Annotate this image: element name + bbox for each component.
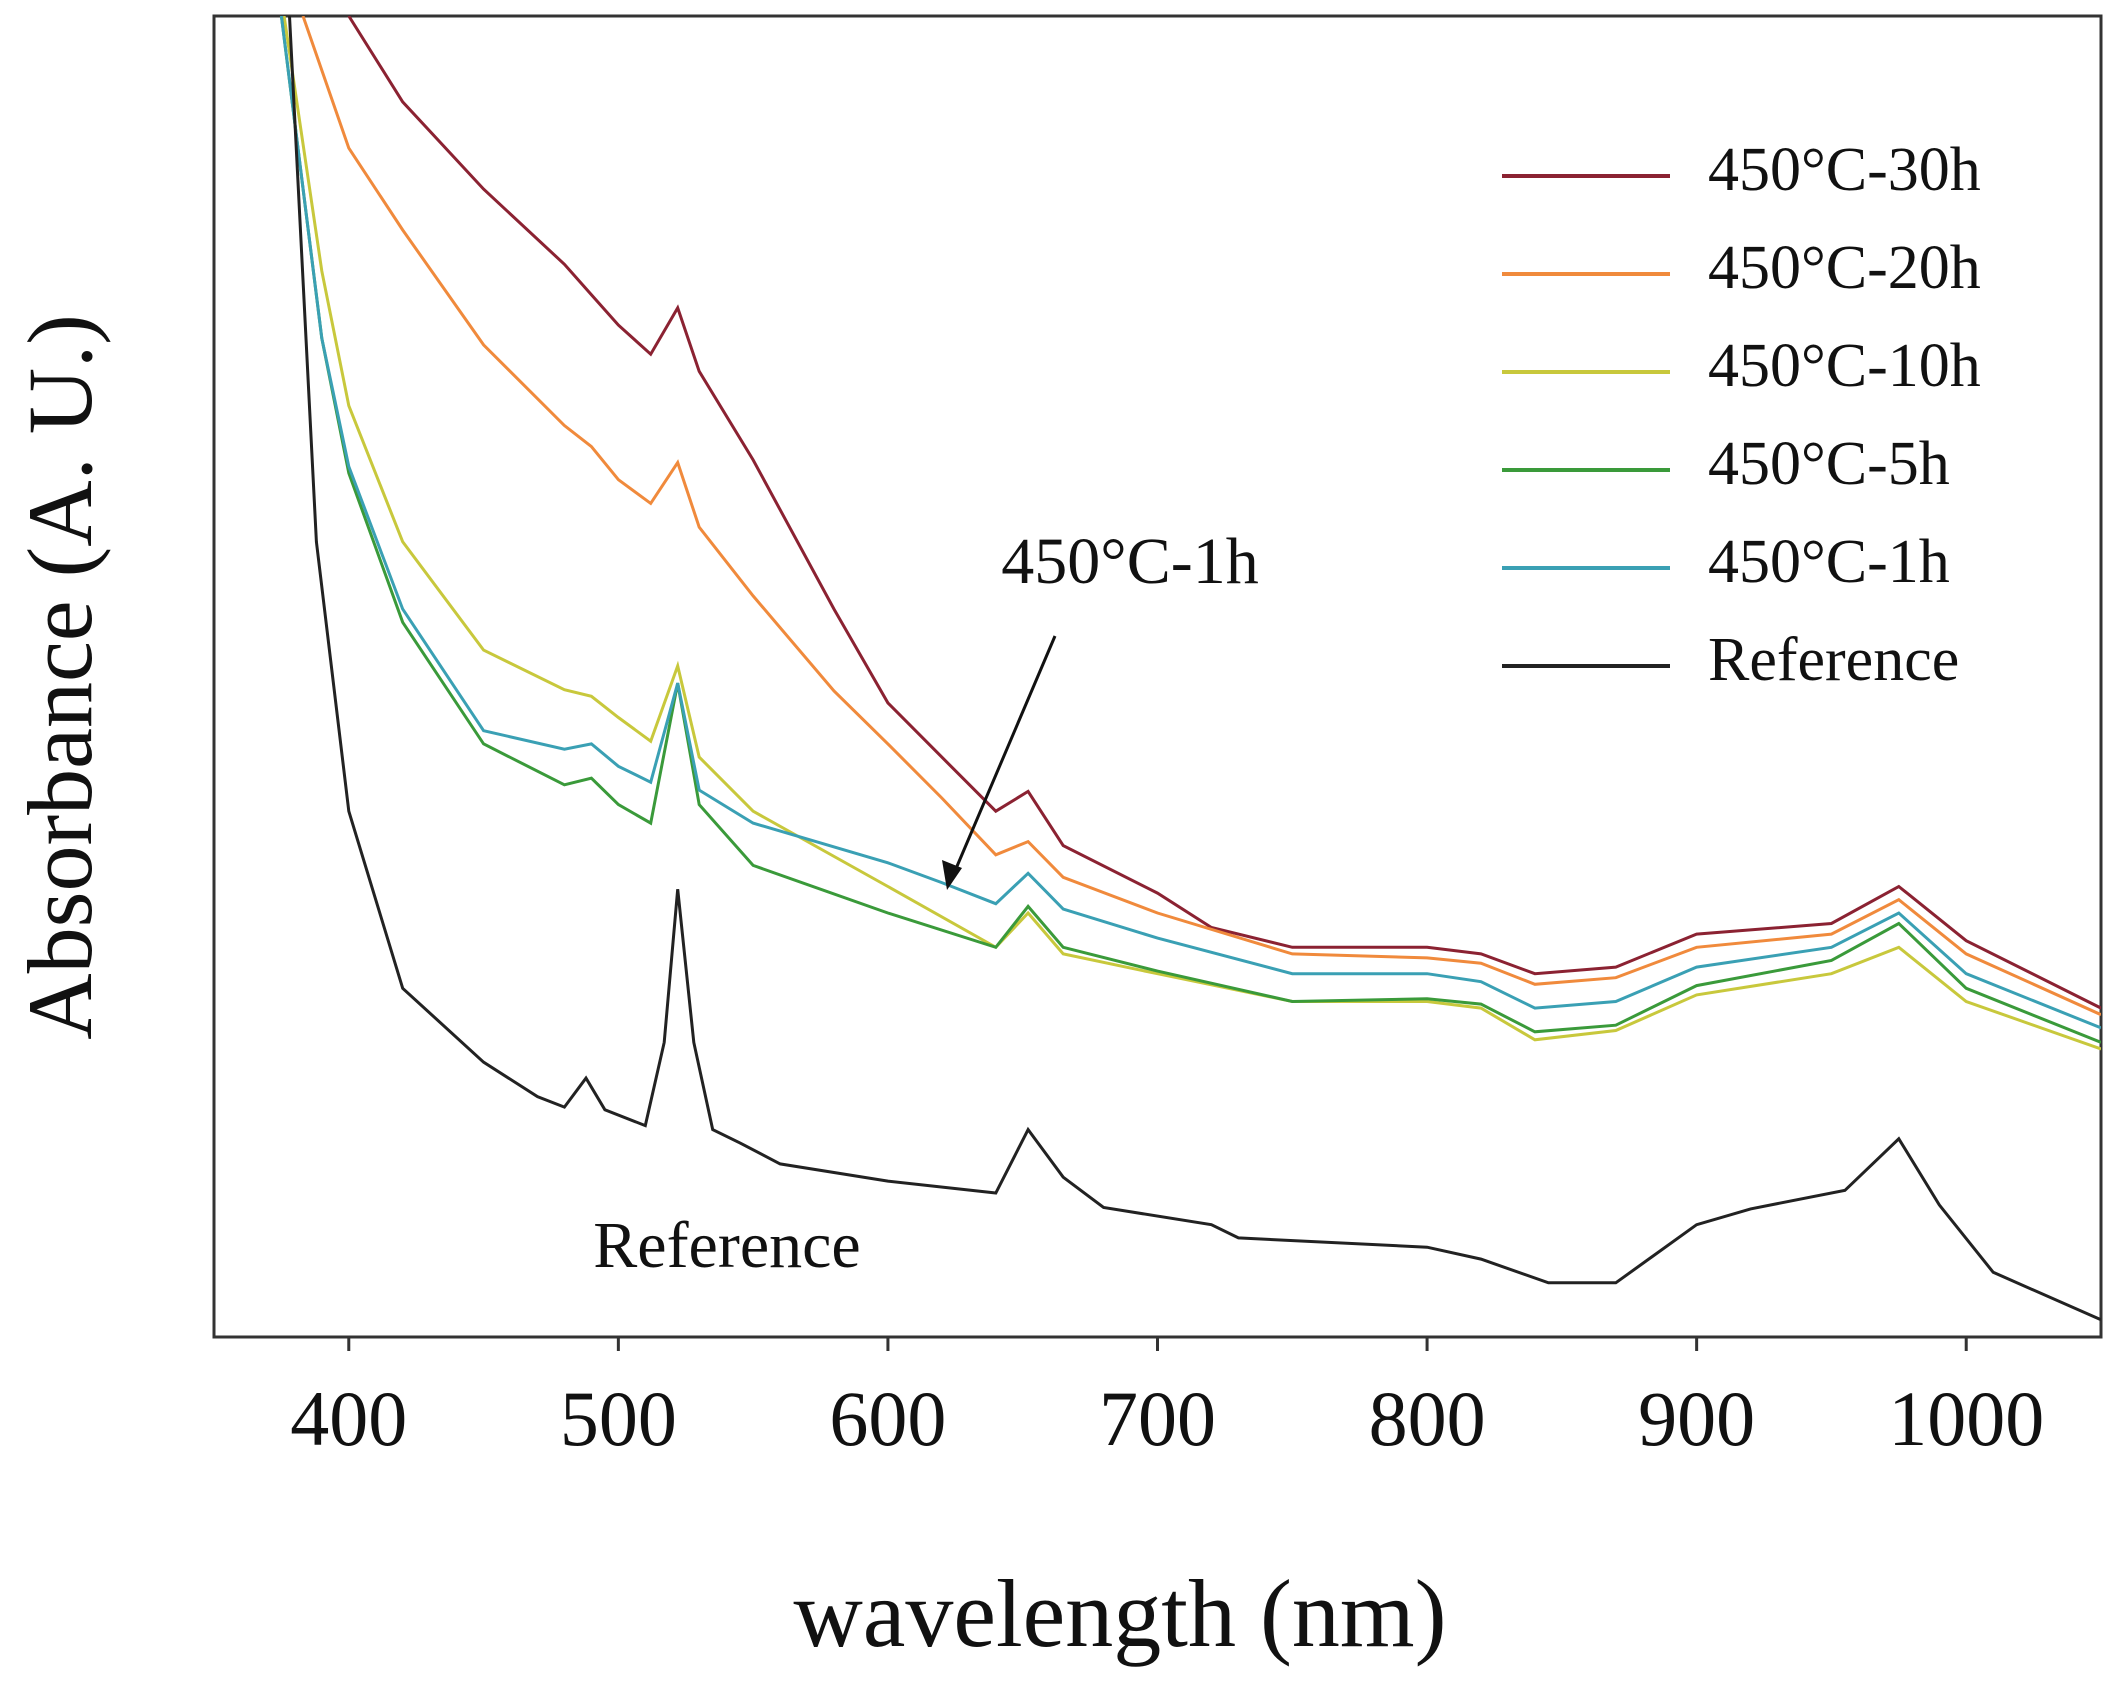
legend-label: 450°C-1h: [1708, 528, 1950, 596]
annotation: 450°C-1h: [1001, 525, 1258, 598]
legend-label: 450°C-10h: [1708, 332, 1981, 400]
x-tick-label: 500: [560, 1375, 677, 1462]
x-tick-label: 400: [290, 1375, 407, 1462]
annotation-arrow: [950, 635, 1057, 879]
x-tick-label: 800: [1369, 1375, 1486, 1462]
legend-label: 450°C-20h: [1708, 234, 1981, 302]
series-line: [347, 16, 2101, 1010]
series-line: [279, 16, 2101, 1030]
x-axis-title: wavelength (nm): [793, 1560, 1446, 1667]
legend-label: 450°C-30h: [1708, 136, 1981, 204]
x-tick-label: 900: [1638, 1375, 1755, 1462]
arrow-head: [942, 860, 962, 890]
series-line: [301, 16, 2101, 1017]
annotation: Reference: [593, 1209, 860, 1282]
series-line: [288, 16, 2101, 1322]
x-tick-label: 1000: [1888, 1375, 2044, 1462]
x-tick-label: 600: [829, 1375, 946, 1462]
y-axis-title: Absorbance (A. U.): [9, 314, 111, 1040]
legend-label: 450°C-5h: [1708, 430, 1950, 498]
series-line: [279, 16, 2101, 1044]
x-tick-label: 700: [1099, 1375, 1216, 1462]
legend-label: Reference: [1708, 626, 1959, 694]
